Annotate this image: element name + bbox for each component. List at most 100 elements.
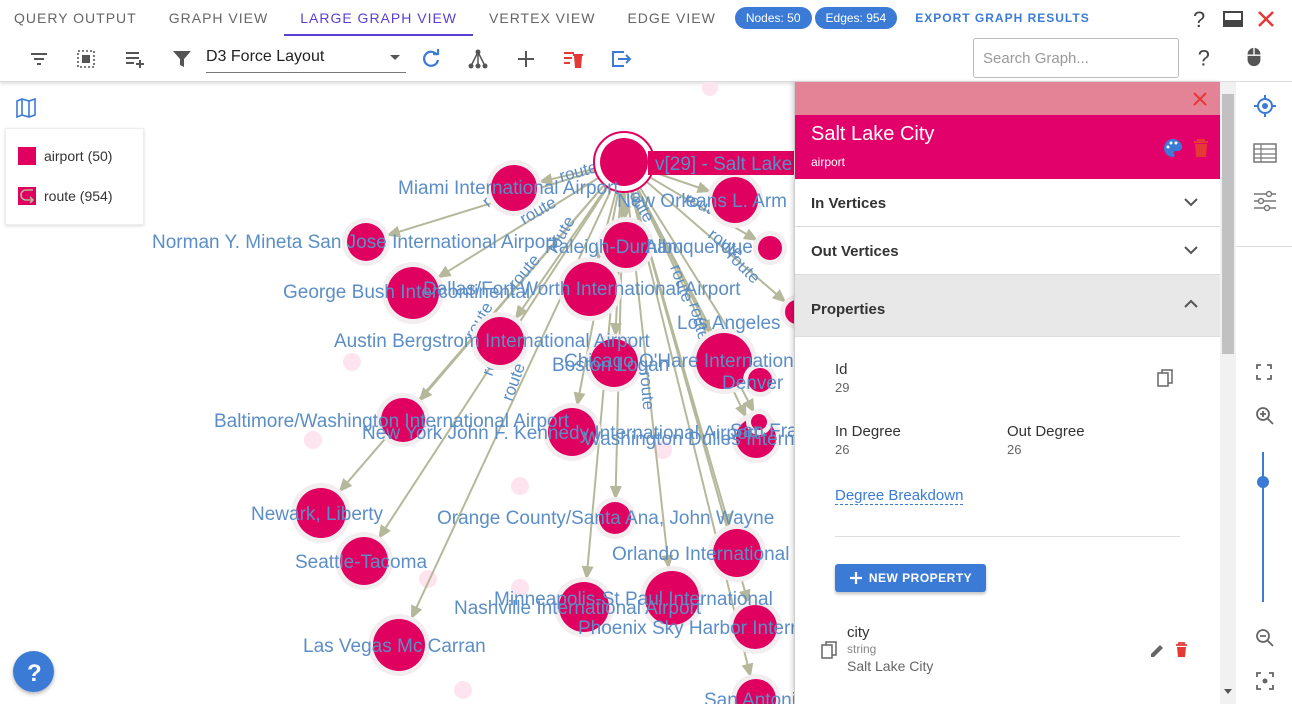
in-degree-value: 26 [835, 442, 850, 457]
minimize-panel-icon[interactable] [1222, 9, 1244, 29]
graph-edge[interactable] [436, 161, 625, 279]
vertex-detail-panel: Salt Lake City airport In Vertices Out V… [794, 82, 1220, 704]
playlist-add-icon[interactable] [124, 48, 146, 70]
graph-node[interactable] [548, 408, 596, 456]
refresh-icon[interactable] [420, 48, 442, 70]
graph-node[interactable] [599, 502, 631, 534]
scroll-down-arrow-icon[interactable] [1223, 688, 1233, 696]
tab-vertex-view[interactable]: VERTEX VIEW [489, 10, 596, 26]
loop-arrow-icon [20, 189, 35, 203]
mouse-icon[interactable] [1243, 46, 1265, 68]
fullscreen-icon[interactable] [1256, 364, 1272, 380]
node-label: Baltimore/Washington International Airpo… [214, 411, 570, 432]
delete-clear-icon[interactable] [562, 48, 584, 70]
graph-node[interactable] [491, 165, 537, 211]
close-icon[interactable] [1256, 9, 1276, 29]
filter-list-icon[interactable] [28, 48, 50, 70]
tab-graph-view[interactable]: GRAPH VIEW [168, 10, 269, 26]
help-fab-button[interactable]: ? [13, 651, 54, 692]
graph-node[interactable] [733, 605, 777, 649]
panel-drag-bar[interactable] [795, 82, 1220, 115]
airport-swatch [18, 147, 36, 165]
selected-node-label: v[29] - Salt Lake [655, 154, 792, 175]
palette-icon[interactable] [1163, 138, 1183, 158]
funnel-icon[interactable] [171, 48, 193, 70]
layout-select[interactable]: D3 Force Layout [206, 45, 406, 73]
center-focus-icon[interactable] [1256, 672, 1274, 690]
edge-label: route [636, 371, 658, 411]
section-title: Properties [811, 301, 886, 318]
copy-icon[interactable] [821, 641, 837, 659]
delete-icon[interactable] [1193, 138, 1209, 158]
legend-item-route[interactable]: route (954) [18, 187, 112, 205]
graph-node[interactable] [381, 398, 425, 442]
chevron-down-icon [1184, 246, 1198, 255]
new-property-button[interactable]: NEW PROPERTY [835, 564, 986, 592]
legend-item-airport[interactable]: airport (50) [18, 147, 112, 165]
graph-node[interactable] [387, 267, 439, 319]
graph-node[interactable] [476, 317, 524, 365]
node-label: Orlando International [612, 544, 789, 565]
graph-node[interactable] [748, 368, 772, 392]
node-label: Minneapolis-St Paul International [494, 589, 773, 610]
copy-icon[interactable] [1157, 369, 1173, 387]
zoom-slider-track[interactable] [1262, 452, 1264, 602]
graph-node[interactable] [785, 300, 794, 324]
properties-section[interactable]: Properties [795, 275, 1220, 337]
target-icon[interactable] [1254, 95, 1276, 117]
plus-icon[interactable] [515, 48, 537, 70]
close-icon[interactable] [1192, 91, 1208, 107]
help-icon[interactable]: ? [1194, 46, 1216, 68]
property-name: city [847, 624, 870, 641]
export-icon[interactable] [610, 48, 632, 70]
help-icon[interactable]: ? [1190, 8, 1210, 30]
node-label: Albuquerque [645, 237, 753, 258]
select-all-icon[interactable] [75, 48, 97, 70]
tree-icon[interactable] [467, 48, 489, 70]
selected-graph-node[interactable] [600, 138, 648, 186]
graph-node[interactable] [296, 488, 346, 538]
tab-edge-view[interactable]: EDGE VIEW [627, 10, 716, 26]
scrollbar-thumb[interactable] [1222, 94, 1234, 354]
delete-icon[interactable] [1175, 642, 1188, 658]
graph-node[interactable] [758, 236, 782, 260]
zoom-in-icon[interactable] [1255, 406, 1275, 426]
sliders-icon[interactable] [1253, 190, 1277, 212]
graph-canvas[interactable]: route route route route route route route route… [0, 82, 794, 704]
id-label: Id [835, 361, 848, 378]
search-graph-input[interactable] [973, 38, 1179, 78]
graph-node[interactable] [645, 571, 699, 625]
graph-node[interactable] [347, 223, 385, 261]
panel-scrollbar[interactable] [1220, 82, 1236, 704]
graph-node[interactable] [751, 414, 767, 430]
graph-node[interactable] [736, 679, 776, 704]
export-graph-results-link[interactable]: EXPORT GRAPH RESULTS [915, 11, 1090, 25]
graph-node[interactable] [559, 582, 609, 632]
in-vertices-section[interactable]: In Vertices [795, 179, 1220, 227]
out-vertices-section[interactable]: Out Vertices [795, 227, 1220, 275]
zoom-out-icon[interactable] [1255, 628, 1275, 648]
legend-label: route (954) [44, 188, 113, 204]
edit-pencil-icon[interactable] [1149, 643, 1165, 659]
legend-label: airport (50) [44, 148, 113, 164]
graph-edge[interactable] [623, 161, 787, 303]
graph-node[interactable] [590, 339, 638, 387]
tab-large-graph-view[interactable]: LARGE GRAPH VIEW [284, 0, 474, 36]
tab-query-output[interactable]: QUERY OUTPUT [14, 10, 137, 26]
graph-node[interactable] [696, 333, 752, 389]
graph-node[interactable] [563, 262, 617, 316]
graph-node[interactable] [603, 222, 649, 268]
graph-node[interactable] [340, 537, 388, 585]
node-label: Los Angeles [677, 313, 781, 334]
zoom-slider-thumb[interactable] [1257, 476, 1269, 488]
map-icon[interactable] [15, 98, 37, 118]
graph-node[interactable] [373, 619, 425, 671]
graph-node[interactable] [712, 177, 758, 223]
graph-node[interactable] [713, 529, 761, 577]
node-label: Raleigh-Durham [545, 237, 683, 258]
table-icon[interactable] [1253, 143, 1277, 163]
graph-edge[interactable] [410, 161, 625, 620]
degree-breakdown-link[interactable]: Degree Breakdown [835, 487, 964, 505]
graph-toolbar: D3 Force Layout ? [0, 36, 1292, 82]
